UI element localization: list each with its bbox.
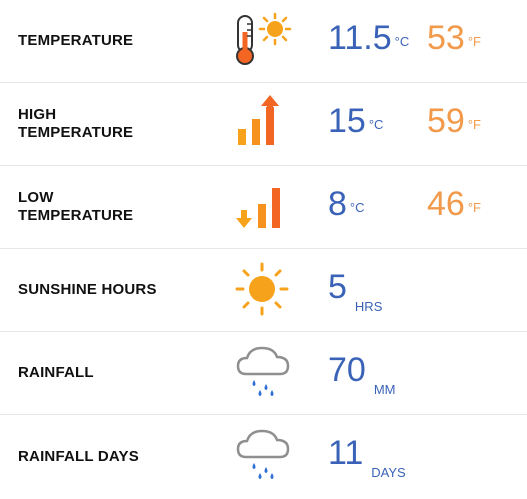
sunshine-value: 5 HRS <box>328 267 382 314</box>
sun-icon <box>235 262 289 316</box>
rain-cloud-icon <box>236 429 290 479</box>
bars-up-arrow-icon <box>238 95 279 145</box>
rain-cloud-icon <box>236 346 290 396</box>
rainfall-label: RAINFALL <box>18 364 94 381</box>
rainfall-days-row: RAINFALL DAYS 11 DAYS <box>0 415 527 498</box>
low-temperature-label: LOW TEMPERATURE <box>18 189 134 224</box>
sunshine-hours-row: SUNSHINE HOURS 5 HRS <box>0 249 527 332</box>
temperature-celsius: 11.5 °C <box>328 18 409 58</box>
rainfall-row: RAINFALL 70 MM <box>0 332 527 415</box>
temperature-celsius-value: 11.5 <box>328 19 392 57</box>
sunshine-hours-label: SUNSHINE HOURS <box>18 281 157 298</box>
high-celsius: 15 °C <box>328 101 383 141</box>
fahrenheit-unit: °F <box>467 34 481 49</box>
low-temperature-row: LOW TEMPERATURE 8 °C 46 °F <box>0 166 527 249</box>
temperature-fahrenheit-value: 53 <box>427 19 465 57</box>
mm-unit: MM <box>373 382 396 397</box>
rainfall-value: 70 MM <box>328 350 396 397</box>
fahrenheit-unit: °F <box>467 117 481 132</box>
rainfall-days-amount: 11 <box>328 434 364 472</box>
temperature-label: TEMPERATURE <box>18 32 134 49</box>
temperature-row: TEMPERATURE 11.5 °C 53 °F <box>0 0 527 83</box>
low-fahrenheit: 46 °F <box>427 184 481 224</box>
temperature-fahrenheit: 53 °F <box>427 18 481 58</box>
celsius-unit: °C <box>394 34 410 49</box>
low-celsius: 8 °C <box>328 184 365 224</box>
fahrenheit-unit: °F <box>467 200 481 215</box>
sunshine-hours-value: 5 <box>328 268 347 306</box>
thermometer-sun-icon <box>236 12 292 65</box>
days-unit: DAYS <box>371 465 406 480</box>
high-temperature-label: HIGH TEMPERATURE <box>18 106 134 141</box>
hours-unit: HRS <box>354 299 383 314</box>
low-fahrenheit-value: 46 <box>427 185 465 223</box>
high-celsius-value: 15 <box>328 102 366 140</box>
celsius-unit: °C <box>368 117 384 132</box>
high-temperature-row: HIGH TEMPERATURE 15 °C 59 °F <box>0 83 527 166</box>
high-fahrenheit-value: 59 <box>427 102 465 140</box>
low-celsius-value: 8 <box>328 185 347 223</box>
celsius-unit: °C <box>349 200 365 215</box>
rainfall-amount: 70 <box>328 351 366 389</box>
rainfall-days-label: RAINFALL DAYS <box>18 447 139 465</box>
rainfall-days-value: 11 DAYS <box>328 433 406 480</box>
high-fahrenheit: 59 °F <box>427 101 481 141</box>
bars-down-arrow-icon <box>236 188 280 228</box>
